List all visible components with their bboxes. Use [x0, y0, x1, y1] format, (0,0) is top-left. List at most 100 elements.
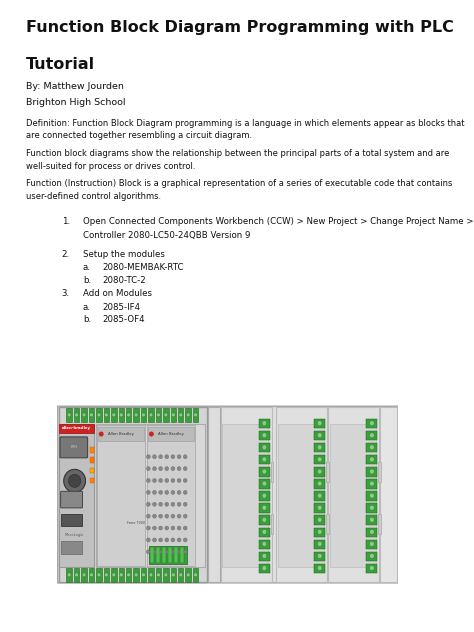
Circle shape [317, 542, 322, 547]
Bar [259, 431, 270, 441]
Circle shape [317, 517, 322, 522]
Circle shape [68, 475, 81, 487]
Text: are connected together resembling a circuit diagram.: are connected together resembling a circ… [26, 131, 252, 140]
Circle shape [159, 526, 163, 530]
Bar [97, 425, 145, 566]
Circle shape [99, 432, 104, 437]
Bar [174, 547, 178, 563]
Circle shape [165, 490, 169, 494]
Bar [126, 408, 131, 422]
Bar [91, 468, 94, 473]
Circle shape [146, 455, 150, 459]
Bar [271, 514, 273, 534]
Circle shape [370, 566, 374, 571]
Circle shape [153, 466, 156, 471]
Circle shape [146, 526, 150, 530]
Bar [326, 462, 328, 482]
Bar [185, 408, 191, 422]
Bar [66, 568, 72, 581]
Text: user-defined control algorithms.: user-defined control algorithms. [26, 192, 161, 201]
Bar [82, 568, 87, 581]
Bar [314, 431, 325, 441]
Bar [147, 425, 195, 566]
FancyBboxPatch shape [61, 491, 82, 508]
Bar [150, 547, 154, 563]
Circle shape [153, 526, 156, 530]
Bar [314, 503, 325, 513]
Text: Force 7000: Force 7000 [127, 521, 145, 525]
Circle shape [165, 466, 169, 471]
Text: well-suited for process or drives control.: well-suited for process or drives contro… [26, 162, 196, 171]
Circle shape [149, 432, 154, 437]
Bar [156, 568, 161, 581]
Circle shape [183, 526, 187, 530]
Bar [141, 568, 146, 581]
Circle shape [370, 530, 374, 534]
Circle shape [317, 566, 322, 571]
Circle shape [262, 505, 267, 510]
Text: b.: b. [83, 315, 91, 324]
Circle shape [370, 542, 374, 547]
Circle shape [156, 573, 160, 577]
Circle shape [149, 413, 153, 417]
Circle shape [82, 573, 86, 577]
Bar [141, 408, 146, 422]
Bar [314, 467, 325, 477]
Circle shape [134, 413, 138, 417]
Circle shape [146, 478, 150, 482]
Text: 2080-MEMBAK-RTC: 2080-MEMBAK-RTC [102, 263, 183, 272]
Bar [96, 424, 205, 567]
Bar [156, 408, 161, 422]
Bar [148, 568, 154, 581]
Bar [366, 564, 377, 573]
Bar [378, 462, 381, 482]
Text: By: Matthew Jourden: By: Matthew Jourden [26, 82, 124, 91]
Circle shape [159, 490, 163, 494]
Bar [59, 423, 94, 432]
Circle shape [142, 573, 146, 577]
Text: Controller 2080-LC50-24QBB Version 9: Controller 2080-LC50-24QBB Version 9 [83, 231, 250, 240]
Circle shape [112, 413, 116, 417]
Text: Function Block Diagram Programming with PLC: Function Block Diagram Programming with … [26, 20, 454, 35]
Circle shape [370, 517, 374, 522]
Circle shape [146, 502, 150, 506]
Text: MicroLogix: MicroLogix [65, 533, 84, 537]
Circle shape [317, 445, 322, 450]
Circle shape [317, 554, 322, 559]
Bar [314, 552, 325, 561]
Circle shape [165, 514, 169, 518]
Circle shape [186, 573, 190, 577]
Circle shape [317, 505, 322, 510]
Bar [314, 455, 325, 465]
Bar [259, 528, 270, 537]
Circle shape [159, 478, 163, 482]
Bar [156, 547, 160, 563]
Bar [259, 467, 270, 477]
Bar [82, 408, 87, 422]
Text: Function (Instruction) Block is a graphical representation of a series of execut: Function (Instruction) Block is a graphi… [26, 179, 453, 188]
Bar [163, 568, 169, 581]
Circle shape [171, 455, 175, 459]
Circle shape [370, 433, 374, 438]
FancyBboxPatch shape [57, 406, 398, 583]
Circle shape [317, 469, 322, 474]
Bar [259, 503, 270, 513]
Bar [185, 568, 191, 581]
Bar [126, 568, 131, 581]
Circle shape [164, 573, 168, 577]
Circle shape [194, 413, 198, 417]
Text: 2085-OF4: 2085-OF4 [102, 315, 145, 324]
Circle shape [171, 550, 175, 554]
Bar [66, 408, 72, 422]
Circle shape [119, 573, 123, 577]
Circle shape [159, 502, 163, 506]
Circle shape [183, 455, 187, 459]
Circle shape [317, 481, 322, 486]
Circle shape [370, 493, 374, 498]
Circle shape [90, 573, 93, 577]
Text: Definition: Function Block Diagram programming is a language in which elements a: Definition: Function Block Diagram progr… [26, 119, 465, 128]
Bar [74, 568, 79, 581]
Circle shape [171, 478, 175, 482]
Circle shape [104, 573, 108, 577]
Bar [118, 408, 124, 422]
